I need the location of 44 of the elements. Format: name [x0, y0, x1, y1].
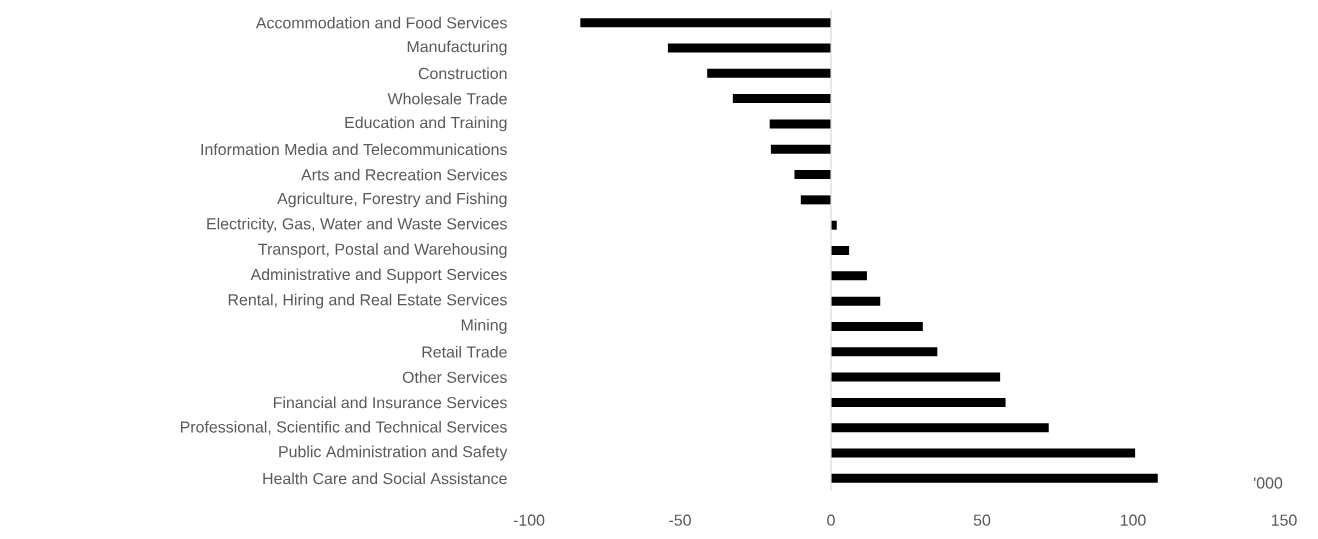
x-tick-label: -50	[669, 514, 691, 526]
y-tick-label: Electricity, Gas, Water and Waste Services	[207, 217, 507, 233]
y-tick-label: Accommodation and Food Services	[255, 16, 507, 29]
y-tick-label: Manufacturing	[407, 40, 507, 56]
y-tick-label: Financial and Insurance Services	[273, 396, 507, 409]
x-tick-label: 0	[827, 514, 835, 526]
y-tick-label: Education and Training	[345, 116, 507, 132]
y-tick-label: Administrative and Support Services	[250, 268, 507, 284]
bar	[831, 347, 938, 357]
y-tick-label: Transport, Postal and Warehousing	[258, 243, 507, 258]
x-tick-label: 50	[973, 514, 991, 526]
y-tick-label: Professional, Scientific and Technical Services	[180, 420, 507, 435]
bar	[667, 43, 831, 53]
x-tick-label: -100	[513, 514, 545, 526]
y-tick-label: Other Services	[402, 371, 507, 383]
bar	[707, 68, 831, 78]
y-tick-label: Arts and Recreation Services	[301, 168, 507, 181]
x-tick-label: 100	[1120, 514, 1146, 526]
y-tick-label: Retail Trade	[422, 345, 507, 358]
y-tick-label: Information Media and Telecommunications	[201, 143, 507, 156]
y-tick-label: Rental, Hiring and Real Estate Services	[228, 293, 507, 309]
y-tick-label: Agriculture, Forestry and Fishing	[277, 192, 507, 208]
bar	[831, 423, 1049, 433]
bar	[831, 271, 867, 281]
x-tick-label: 150	[1271, 514, 1297, 526]
bar	[732, 94, 831, 104]
bar	[831, 246, 850, 255]
bar	[831, 448, 1136, 458]
y-tick-label: Construction	[418, 67, 507, 80]
y-tick-label: Public Administration and Safety	[279, 445, 508, 461]
bar	[831, 321, 923, 331]
bar	[831, 372, 1001, 382]
bar	[831, 397, 1006, 407]
y-tick-label: Health Care and Social Assistance	[263, 472, 507, 485]
x-axis-title: '000	[1254, 477, 1283, 489]
bar	[794, 170, 831, 180]
y-tick-label: Wholesale Trade	[387, 92, 507, 105]
bar	[800, 195, 831, 205]
y-tick-label: Mining	[461, 319, 507, 334]
bar	[769, 119, 831, 129]
bar	[831, 296, 881, 306]
bar	[831, 473, 1158, 483]
bar	[770, 144, 831, 154]
bar	[580, 18, 831, 28]
